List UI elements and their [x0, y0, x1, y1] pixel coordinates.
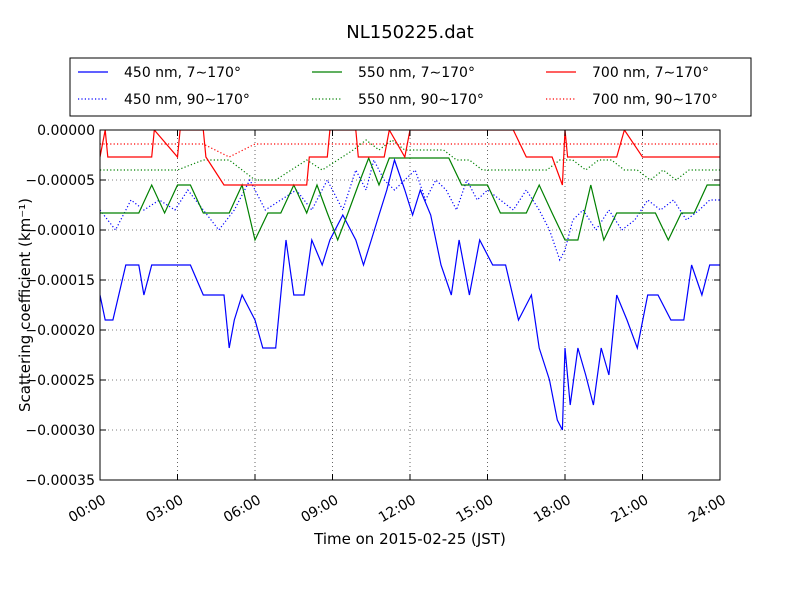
y-tick-label: −0.00030 [25, 423, 95, 439]
y-tick-label: −0.00005 [25, 173, 95, 189]
series-line-4 [100, 139, 720, 181]
x-tick-label: 21:00 [608, 492, 651, 526]
legend: 450 nm, 7∼170° 450 nm, 90∼170° 550 nm, 7∼1… [69, 57, 752, 117]
legend-label: 550 nm, 90∼170° [358, 92, 484, 108]
legend-label: 700 nm, 90∼170° [592, 92, 718, 108]
series-line-3 [100, 156, 720, 242]
y-tick-label: −0.00015 [25, 273, 95, 289]
chart-title: NL150225.dat [346, 22, 473, 43]
y-tick-label: 0.00000 [37, 123, 95, 139]
x-tick-label: 00:00 [66, 492, 109, 526]
legend-box [69, 57, 752, 117]
x-tick-label: 03:00 [143, 492, 186, 526]
legend-label: 550 nm, 7∼170° [358, 65, 475, 81]
legend-label: 450 nm, 90∼170° [124, 92, 250, 108]
series-line-1 [100, 157, 720, 431]
y-tick-label: −0.00035 [25, 473, 95, 489]
legend-label: 450 nm, 7∼170° [124, 65, 241, 81]
legend-label: 700 nm, 7∼170° [592, 65, 709, 81]
y-tick-label: −0.00025 [25, 373, 95, 389]
x-tick-label: 09:00 [298, 492, 341, 526]
y-axis-label: Scattering coefficient (km⁻¹) [16, 198, 34, 412]
x-tick-label: 12:00 [376, 492, 419, 526]
plot-area: 00:00 03:00 06:00 09:00 12:00 15:00 18:00 21:00… [25, 123, 729, 526]
series-line-6 [100, 143, 720, 158]
y-tick-label: −0.00020 [25, 323, 95, 339]
x-tick-label: 24:00 [686, 492, 729, 526]
x-tick-label: 18:00 [531, 492, 574, 526]
y-tick-label: −0.00010 [25, 223, 95, 239]
series-group [100, 130, 720, 431]
x-tick-label: 06:00 [221, 492, 264, 526]
x-tick-label: 15:00 [453, 492, 496, 526]
x-axis-label: Time on 2015-02-25 (JST) [313, 530, 506, 548]
